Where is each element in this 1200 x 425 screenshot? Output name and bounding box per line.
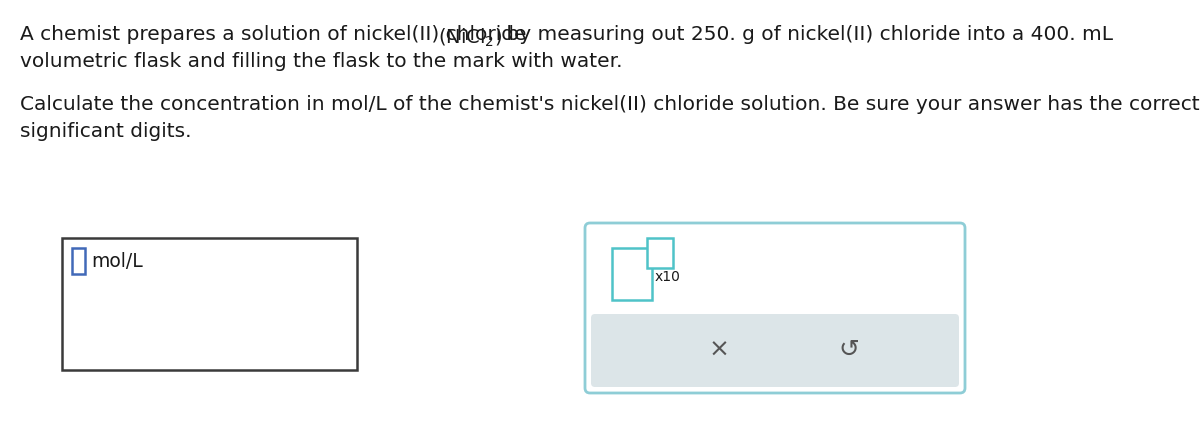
FancyBboxPatch shape — [586, 223, 965, 393]
Text: ↺: ↺ — [839, 338, 859, 362]
Text: x10: x10 — [655, 270, 680, 284]
FancyBboxPatch shape — [592, 314, 959, 387]
Bar — [62, 238, 358, 370]
Text: mol/L: mol/L — [91, 252, 143, 271]
Text: Calculate the concentration in mol/L of the chemist's nickel(II) chloride soluti: Calculate the concentration in mol/L of … — [20, 95, 1200, 114]
Bar — [647, 238, 673, 268]
Text: $\mathrm{(NiCl_2)}$: $\mathrm{(NiCl_2)}$ — [438, 27, 502, 49]
Text: ×: × — [709, 338, 730, 362]
Text: volumetric flask and filling the flask to the mark with water.: volumetric flask and filling the flask t… — [20, 52, 623, 71]
Text: A chemist prepares a solution of nickel(II) chloride: A chemist prepares a solution of nickel(… — [20, 25, 533, 44]
Text: by measuring out 250. g of nickel(II) chloride into a 400. mL: by measuring out 250. g of nickel(II) ch… — [500, 25, 1114, 44]
Bar — [72, 248, 85, 274]
Text: significant digits.: significant digits. — [20, 122, 192, 141]
Bar — [612, 248, 652, 300]
